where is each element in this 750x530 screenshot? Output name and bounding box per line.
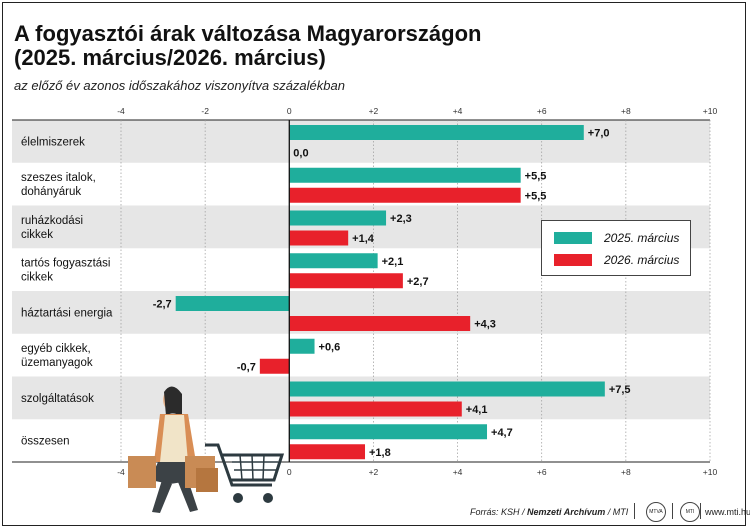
category-label-line: cikkek <box>21 229 53 241</box>
category-label-line: szeszes italok, <box>21 172 96 184</box>
bar-2025 <box>289 125 584 140</box>
x-tick-label-top: -4 <box>117 106 125 116</box>
source-archive: Nemzeti Archívum <box>527 507 606 517</box>
footer-separator <box>672 503 673 519</box>
bar-2025 <box>289 167 521 183</box>
category-label-line: dohányáruk <box>21 186 81 198</box>
bar-2025 <box>175 296 290 311</box>
value-label: +5,5 <box>525 170 547 182</box>
x-tick-label-top: +2 <box>369 106 379 116</box>
value-label: +5,5 <box>525 190 547 202</box>
value-label: +4,3 <box>474 319 496 331</box>
bars <box>175 120 605 462</box>
footer-separator <box>700 503 701 519</box>
category-label: szolgáltatások <box>21 393 94 405</box>
legend-swatch-2026 <box>554 254 592 266</box>
category-label: élelmiszerek <box>21 136 85 148</box>
category-label: tartós fogyasztási cikkek <box>21 258 110 284</box>
bar-2026 <box>289 273 403 289</box>
category-label-line: háztartási energia <box>21 307 113 319</box>
bar-2025 <box>289 210 387 226</box>
x-tick-label-bottom: +10 <box>703 467 718 477</box>
source-prefix: Forrás: KSH / <box>470 507 528 517</box>
value-label: +1,4 <box>352 233 375 245</box>
category-label: egyéb cikkek, üzemanyagok <box>21 343 93 369</box>
x-tick-label-bottom: +8 <box>621 467 631 477</box>
value-label: +7,5 <box>609 384 631 396</box>
bar-2026 <box>289 230 349 246</box>
x-tick-label-bottom: +6 <box>537 467 547 477</box>
x-tick-label-bottom: +2 <box>369 467 379 477</box>
bar-2025 <box>289 253 378 269</box>
category-label-line: egyéb cikkek, <box>21 343 91 355</box>
bar-2026 <box>289 316 471 331</box>
value-label: -0,7 <box>237 361 256 373</box>
value-label: +0,6 <box>319 341 341 353</box>
bar-2026 <box>289 187 521 203</box>
legend-swatch-2025 <box>554 232 592 244</box>
category-label-line: ruházkodási <box>21 215 83 227</box>
x-tick-label-top: +6 <box>537 106 547 116</box>
value-label: +7,0 <box>588 128 610 140</box>
value-label: +2,3 <box>390 213 412 225</box>
shopper-illustration-icon <box>128 386 285 513</box>
x-tick-label-bottom: +4 <box>453 467 463 477</box>
value-labels: +7,0 0,0 +5,5 +5,5 +2,3 +1,4 +2,1+2,7 -2,7 +4,3 +… <box>153 128 631 459</box>
chart-title: A fogyasztói árak változása Magyarország… <box>14 22 481 70</box>
source-suffix: / MTI <box>605 507 629 517</box>
legend: 2025. március 2026. március <box>541 220 691 276</box>
value-label: +1,8 <box>369 447 391 459</box>
x-tick-label-bottom: -4 <box>117 467 125 477</box>
category-label-line: tartós fogyasztási <box>21 258 110 270</box>
x-tick-label-top: 0 <box>287 106 292 116</box>
x-tick-label-top: +4 <box>453 106 463 116</box>
top-axis-ticks: -4 -2 0 +2 +4 +6 +8 +10 <box>117 106 717 116</box>
x-tick-label-top: +8 <box>621 106 631 116</box>
chart-title-line2: (2025. március/2026. március) <box>14 45 326 70</box>
category-label-line: élelmiszerek <box>21 136 85 148</box>
category-label-line: üzemanyagok <box>21 357 93 369</box>
value-label: -2,7 <box>153 299 172 311</box>
bar-2026 <box>259 358 290 374</box>
x-tick-label-bottom: 0 <box>287 467 292 477</box>
category-label: háztartási energia <box>21 307 113 319</box>
category-label-line: összesen <box>21 436 70 448</box>
bar-2025 <box>289 381 605 397</box>
x-tick-label-top: -2 <box>201 106 209 116</box>
value-label: 0,0 <box>293 148 308 160</box>
mtva-logo-icon: MTVA <box>646 502 666 522</box>
website-link[interactable]: www.mti.hu <box>705 507 750 517</box>
legend-label-2025: 2025. március <box>604 231 680 245</box>
chart-title-line1: A fogyasztói árak változása Magyarország… <box>14 21 482 46</box>
category-label: szeszes italok, dohányáruk <box>21 172 96 198</box>
legend-label-2026: 2026. március <box>604 253 680 267</box>
source-note: Forrás: KSH / Nemzeti Archívum / MTI <box>470 507 628 517</box>
chart-subtitle: az előző év azonos időszakához viszonyít… <box>14 78 345 93</box>
category-label-line: szolgáltatások <box>21 393 94 405</box>
value-label: +2,1 <box>382 256 404 268</box>
bar-2026 <box>289 401 462 417</box>
value-label: +4,1 <box>466 404 488 416</box>
category-label: ruházkodási cikkek <box>21 215 83 241</box>
legend-item-2026: 2026. március <box>554 251 679 269</box>
category-labels: élelmiszerek szeszes italok, dohányáruk ruh… <box>21 136 113 447</box>
footer-separator <box>634 503 635 519</box>
legend-item-2025: 2025. március <box>554 229 679 247</box>
x-tick-label-top: +10 <box>703 106 718 116</box>
mti-logo-icon: MTI <box>680 502 700 522</box>
value-label: +2,7 <box>407 276 429 288</box>
value-label: +4,7 <box>491 427 513 439</box>
bar-2025 <box>289 338 315 354</box>
category-label: összesen <box>21 436 70 448</box>
bar-2025 <box>289 424 488 440</box>
category-label-line: cikkek <box>21 272 53 284</box>
bar-2026 <box>289 444 366 460</box>
